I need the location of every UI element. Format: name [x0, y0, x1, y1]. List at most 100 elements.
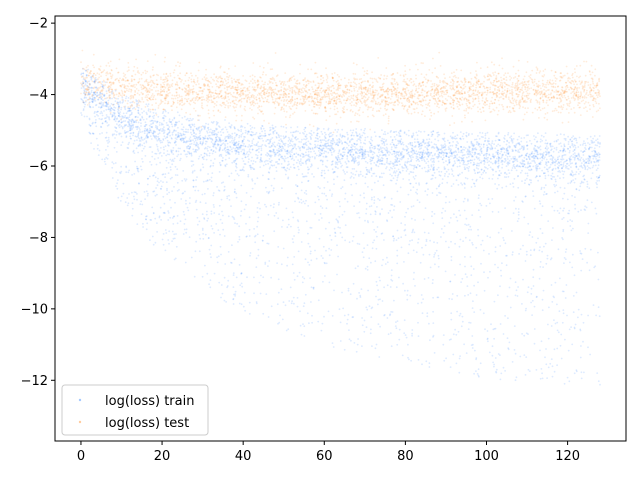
- data-point: [557, 248, 560, 251]
- data-point: [515, 143, 518, 146]
- data-point: [140, 168, 143, 171]
- data-point: [470, 140, 473, 143]
- data-point: [240, 184, 243, 187]
- data-point: [342, 307, 344, 310]
- data-point: [332, 346, 335, 348]
- data-point: [276, 151, 279, 154]
- data-point: [117, 124, 120, 127]
- data-point: [179, 132, 182, 135]
- data-point: [146, 128, 149, 131]
- data-point: [587, 232, 590, 235]
- data-point: [478, 137, 481, 140]
- data-point: [217, 140, 220, 143]
- data-point: [466, 285, 469, 287]
- data-point: [101, 132, 103, 134]
- data-point: [336, 158, 339, 161]
- data-point: [498, 169, 501, 172]
- data-point: [328, 281, 331, 284]
- data-point: [457, 330, 460, 333]
- data-point: [218, 171, 221, 173]
- data-point: [233, 293, 235, 296]
- data-point: [376, 161, 379, 164]
- data-point: [442, 154, 445, 157]
- data-point: [466, 163, 468, 166]
- data-point: [568, 150, 571, 152]
- data-point: [376, 284, 378, 287]
- data-point: [329, 234, 331, 237]
- data-point: [541, 250, 543, 253]
- data-point: [417, 335, 420, 337]
- data-point: [590, 161, 593, 164]
- data-point: [206, 219, 209, 222]
- data-point: [267, 316, 270, 318]
- data-point: [290, 302, 293, 305]
- data-point: [471, 159, 474, 162]
- data-point: [448, 221, 451, 224]
- data-point: [429, 154, 431, 156]
- data-point: [184, 153, 187, 156]
- data-point: [593, 135, 596, 137]
- data-point: [305, 151, 307, 154]
- data-point: [318, 198, 320, 201]
- data-point: [175, 124, 178, 126]
- data-point: [451, 144, 454, 147]
- data-point: [483, 160, 485, 162]
- data-point: [461, 154, 464, 157]
- data-point: [305, 199, 307, 202]
- data-point: [592, 154, 595, 157]
- data-point: [392, 143, 395, 146]
- data-point: [248, 301, 251, 304]
- data-point: [122, 182, 125, 185]
- data-point: [397, 142, 400, 145]
- data-point: [269, 160, 271, 163]
- data-point: [388, 150, 390, 153]
- data-point: [526, 172, 529, 175]
- data-point: [453, 160, 456, 163]
- data-point: [579, 185, 582, 188]
- data-point: [383, 197, 386, 199]
- data-point: [141, 144, 144, 147]
- data-point: [597, 152, 600, 154]
- data-point: [409, 142, 412, 145]
- data-point: [594, 144, 597, 147]
- data-point: [392, 162, 395, 165]
- data-point: [141, 160, 144, 163]
- data-point: [380, 150, 382, 153]
- data-point: [448, 161, 451, 164]
- data-point: [358, 201, 361, 203]
- data-point: [449, 280, 452, 283]
- data-point: [524, 179, 527, 182]
- data-point: [325, 147, 328, 149]
- data-point: [471, 155, 474, 158]
- data-point: [201, 163, 204, 166]
- data-point: [285, 157, 287, 160]
- data-point: [166, 139, 169, 142]
- data-point: [548, 155, 551, 158]
- data-point: [296, 219, 299, 222]
- data-point: [114, 100, 117, 103]
- data-point: [246, 235, 248, 238]
- data-point: [467, 223, 470, 226]
- data-point: [120, 144, 123, 147]
- data-point: [497, 266, 499, 269]
- data-point: [185, 131, 188, 133]
- data-point: [281, 166, 283, 169]
- data-point: [584, 205, 587, 208]
- data-point: [198, 155, 201, 158]
- data-point: [352, 235, 355, 238]
- data-point: [382, 172, 385, 175]
- data-point: [412, 153, 414, 155]
- data-point: [199, 201, 202, 204]
- data-point: [365, 173, 368, 176]
- data-point: [392, 239, 395, 242]
- data-point: [162, 173, 165, 176]
- data-point: [443, 175, 446, 177]
- data-point: [282, 219, 284, 222]
- data-point: [291, 155, 294, 157]
- data-point: [287, 218, 290, 221]
- data-point: [85, 74, 88, 76]
- data-point: [93, 91, 95, 94]
- data-point: [285, 131, 288, 133]
- data-point: [565, 163, 568, 165]
- data-point: [323, 169, 326, 172]
